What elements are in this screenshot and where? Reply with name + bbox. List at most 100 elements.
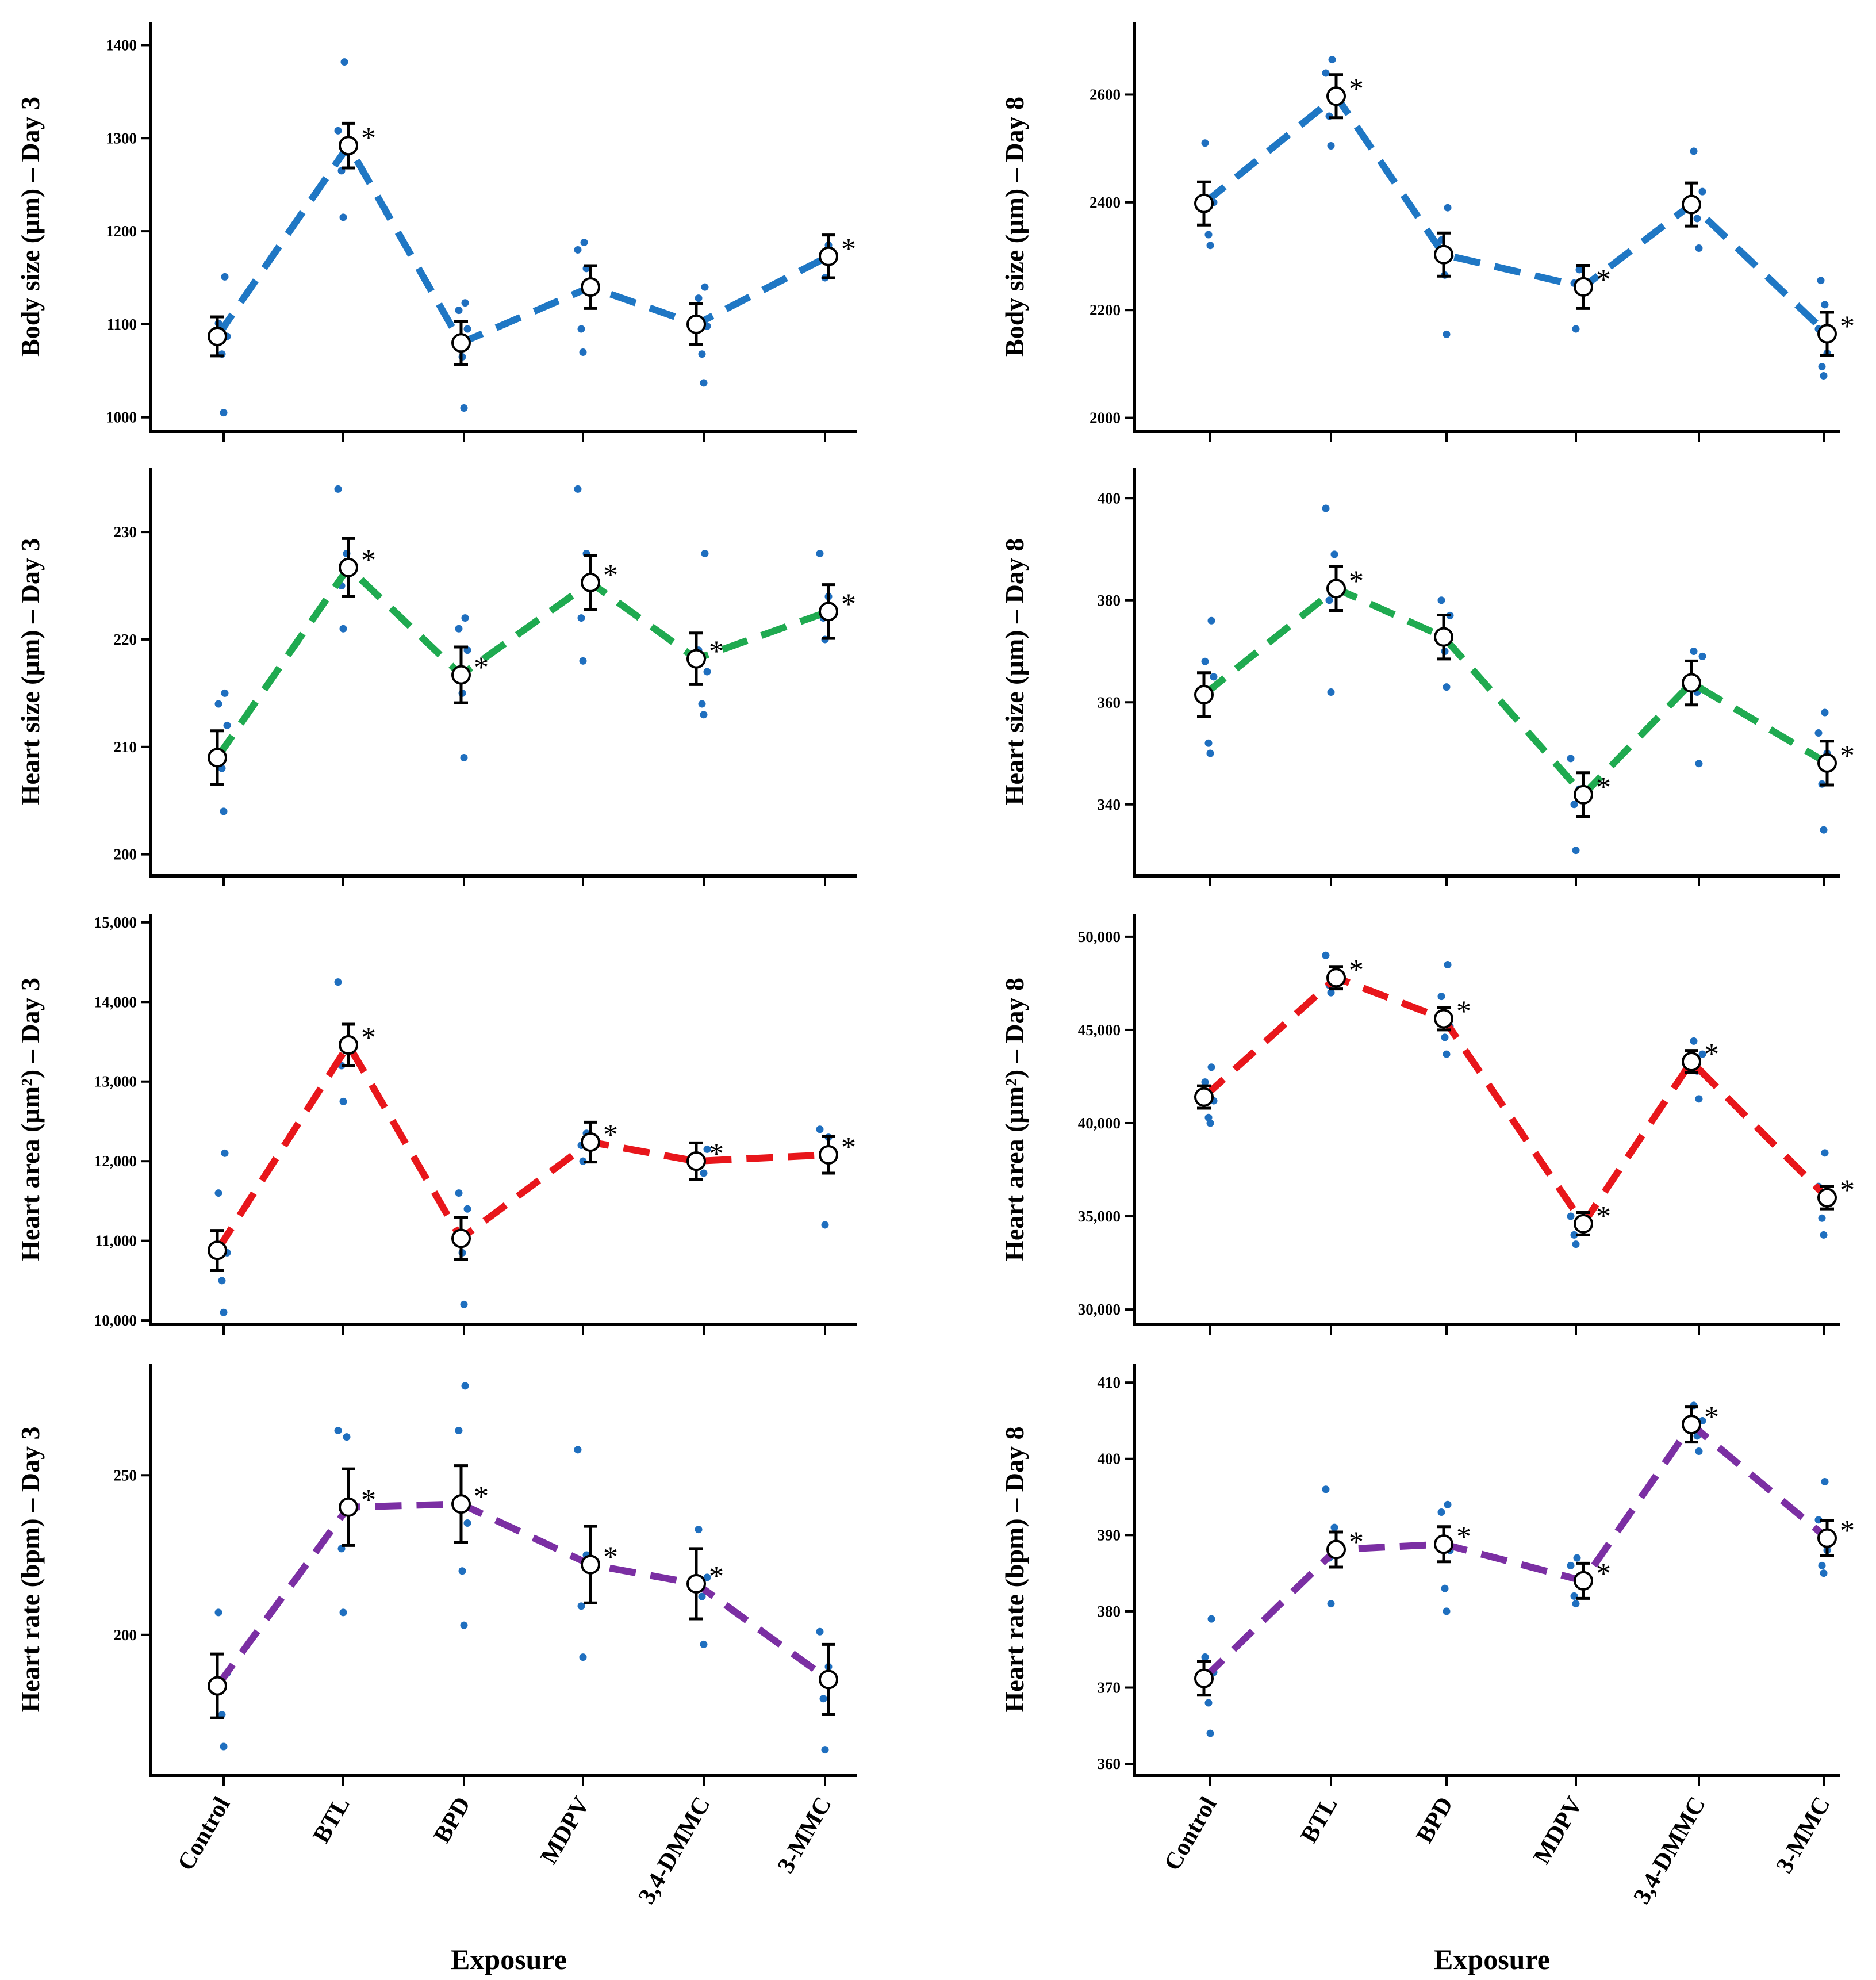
y-tick-label: 40,000 — [1078, 1115, 1121, 1132]
y-tick-label: 380 — [1098, 1603, 1121, 1620]
mean-marker — [1194, 1668, 1214, 1688]
data-point — [1327, 688, 1335, 696]
mean-marker — [1194, 1087, 1214, 1107]
category-label: MDPV — [1529, 1793, 1588, 1868]
data-point — [460, 1300, 468, 1308]
data-point — [1821, 708, 1829, 717]
significance-star: * — [1596, 263, 1611, 296]
data-point — [1693, 215, 1701, 223]
category-label: 3,4-DMMC — [634, 1793, 716, 1909]
mean-marker — [686, 314, 706, 334]
data-point — [1443, 683, 1451, 691]
mean-marker — [208, 1676, 227, 1696]
significance-star: * — [709, 1138, 724, 1170]
mean-marker — [686, 649, 706, 669]
mean-marker — [1194, 684, 1214, 704]
data-point — [1821, 1478, 1829, 1486]
panel-right-2: 340 360 380 400 Heart size (µm) – Day 8 * * * — [1000, 468, 1855, 886]
significance-star: * — [603, 1541, 618, 1574]
significance-star: * — [361, 544, 376, 577]
data-point — [1327, 1600, 1335, 1608]
mean-marker — [819, 1145, 838, 1165]
data-point — [461, 614, 469, 622]
significance-star: * — [1349, 72, 1364, 105]
mean-marker — [1574, 1571, 1593, 1591]
y-axis-title: Body size (µm) – Day 8 — [1000, 97, 1029, 357]
significance-star: * — [841, 1131, 856, 1164]
mean-marker — [1682, 1052, 1701, 1072]
data-point — [1567, 755, 1575, 763]
y-tick-label: 2200 — [1089, 301, 1121, 319]
category-label: BTL — [308, 1793, 355, 1848]
y-tick-label: 360 — [1098, 694, 1121, 711]
data-point — [1695, 244, 1703, 252]
data-point — [1327, 141, 1335, 150]
y-tick-label: 11,000 — [95, 1232, 137, 1250]
mean-marker — [339, 557, 358, 577]
mean-marker — [1682, 673, 1701, 693]
data-point — [1818, 363, 1826, 371]
y-tick-label: 2400 — [1089, 194, 1121, 211]
data-point — [340, 58, 348, 66]
data-point — [455, 1189, 463, 1197]
significance-star: * — [474, 1480, 489, 1513]
data-point — [695, 1526, 703, 1534]
data-point — [458, 1567, 466, 1575]
data-point — [1444, 961, 1452, 969]
panel-left-4: 200 250 Heart rate (bpm) – Day 3 * * * * — [16, 1364, 857, 1786]
data-point — [221, 689, 229, 697]
data-point — [1567, 1561, 1575, 1569]
mean-marker — [339, 1035, 358, 1055]
data-point — [1207, 616, 1215, 625]
data-point — [580, 239, 588, 247]
data-point — [1818, 1561, 1826, 1569]
data-point — [1210, 673, 1218, 681]
mean-marker — [1434, 1534, 1453, 1554]
data-point — [1322, 504, 1330, 512]
data-point — [1206, 1729, 1214, 1737]
mean-marker — [1682, 194, 1701, 215]
data-point — [700, 1169, 708, 1177]
data-point — [1567, 1212, 1575, 1220]
data-point — [1327, 989, 1335, 997]
y-axis-title: Heart size (µm) – Day 8 — [1000, 538, 1029, 806]
data-point — [1698, 652, 1706, 660]
x-axis-title-right: Exposure — [1434, 1943, 1550, 1975]
mean-marker — [686, 1151, 706, 1171]
x-axis-title-left: Exposure — [451, 1943, 567, 1975]
significance-star: * — [709, 1560, 724, 1593]
y-axis-title: Body size (µm) – Day 3 — [16, 97, 45, 357]
data-point — [220, 1742, 228, 1751]
panel-right-1: 2000 2200 2400 2600 Body size (µm) – Day 8 * *… — [1000, 22, 1855, 442]
mean-line — [214, 1038, 829, 1253]
significance-star: * — [1840, 1174, 1855, 1207]
mean-marker — [686, 1573, 706, 1594]
significance-star: * — [1349, 565, 1364, 598]
data-point — [577, 1602, 585, 1610]
y-tick-label: 2000 — [1089, 409, 1121, 427]
mean-marker — [1817, 753, 1837, 773]
data-point — [463, 1519, 471, 1527]
data-point — [221, 273, 229, 281]
data-point — [1570, 1592, 1578, 1600]
panel-left-1: 1000 1100 1200 1300 1400 Body size (µm) – Day… — [16, 22, 857, 442]
mean-marker — [1326, 579, 1346, 599]
y-tick-label: 12,000 — [94, 1152, 137, 1170]
data-point — [1820, 826, 1828, 834]
mean-line — [1201, 974, 1830, 1230]
y-tick-label: 200 — [114, 1626, 137, 1644]
significance-star: * — [361, 1021, 376, 1054]
data-point — [455, 1427, 463, 1435]
data-point — [1698, 187, 1706, 196]
data-point — [1695, 760, 1703, 768]
data-point — [1820, 372, 1828, 380]
mean-marker — [1574, 277, 1593, 297]
data-point — [821, 1221, 829, 1229]
mean-marker — [1326, 968, 1346, 988]
data-point — [334, 127, 342, 135]
mean-marker — [208, 326, 227, 346]
y-tick-label: 1000 — [106, 409, 137, 426]
y-tick-label: 45,000 — [1078, 1021, 1121, 1039]
data-point — [1572, 1240, 1580, 1248]
significance-star: * — [1456, 1521, 1471, 1553]
